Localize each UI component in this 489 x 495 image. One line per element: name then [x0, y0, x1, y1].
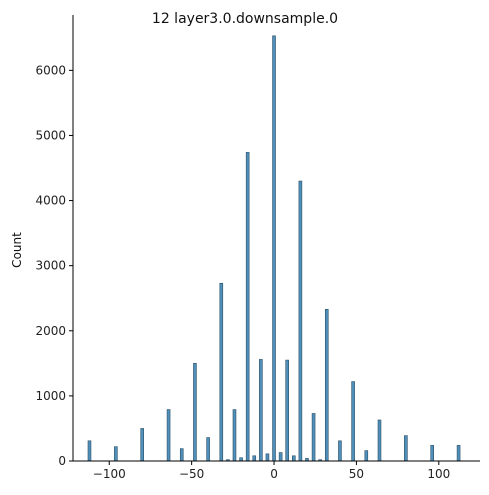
x-ticks-group: −100 −50 0 50 100: [93, 461, 450, 481]
chart-title: 12 layer3.0.downsample.0: [152, 11, 338, 27]
histogram-bar: [272, 35, 276, 462]
histogram-bar: [259, 359, 263, 462]
histogram-bar: [351, 381, 355, 462]
y-axis-label: Count: [10, 232, 24, 268]
y-tick-label: 2000: [35, 324, 66, 338]
histogram-bar: [245, 152, 250, 462]
histogram-bar: [87, 440, 92, 462]
histogram-bar: [193, 363, 197, 462]
histogram-bar: [298, 180, 303, 462]
x-tick-label: −50: [179, 467, 204, 481]
histogram-bar: [456, 445, 461, 462]
histogram-bar: [364, 450, 369, 462]
histogram-bar: [206, 437, 210, 462]
histogram-bar: [404, 435, 408, 462]
histogram-bar: [285, 359, 289, 462]
histogram-bar: [219, 282, 224, 462]
x-tick-label: 0: [270, 467, 278, 481]
histogram-bar: [179, 448, 184, 462]
y-tick-label: 3000: [35, 259, 66, 273]
histogram-bar: [292, 455, 296, 462]
x-tick-label: −100: [93, 467, 126, 481]
x-tick-label: 100: [427, 467, 450, 481]
histogram-bar: [377, 419, 382, 462]
histogram-bar: [430, 445, 434, 462]
histogram-bar: [278, 452, 283, 462]
y-tick-label: 4000: [35, 194, 66, 208]
histogram-bar: [114, 446, 118, 462]
histogram-bar: [324, 308, 329, 462]
y-ticks-group: 0 1000 2000 3000 4000 5000 6000: [35, 63, 73, 468]
y-tick-label: 6000: [35, 63, 66, 77]
x-tick-label: 50: [349, 467, 364, 481]
bars-group: [87, 35, 461, 462]
histogram-bar: [252, 455, 257, 462]
y-tick-label: 1000: [35, 389, 66, 403]
histogram-bar: [166, 409, 171, 462]
histogram-bar: [232, 409, 237, 462]
histogram-bar: [338, 440, 342, 462]
histogram-bar: [140, 428, 144, 462]
histogram-bar: [311, 413, 316, 462]
histogram-bar: [265, 453, 270, 462]
y-tick-label: 5000: [35, 128, 66, 142]
y-tick-label: 0: [58, 454, 66, 468]
